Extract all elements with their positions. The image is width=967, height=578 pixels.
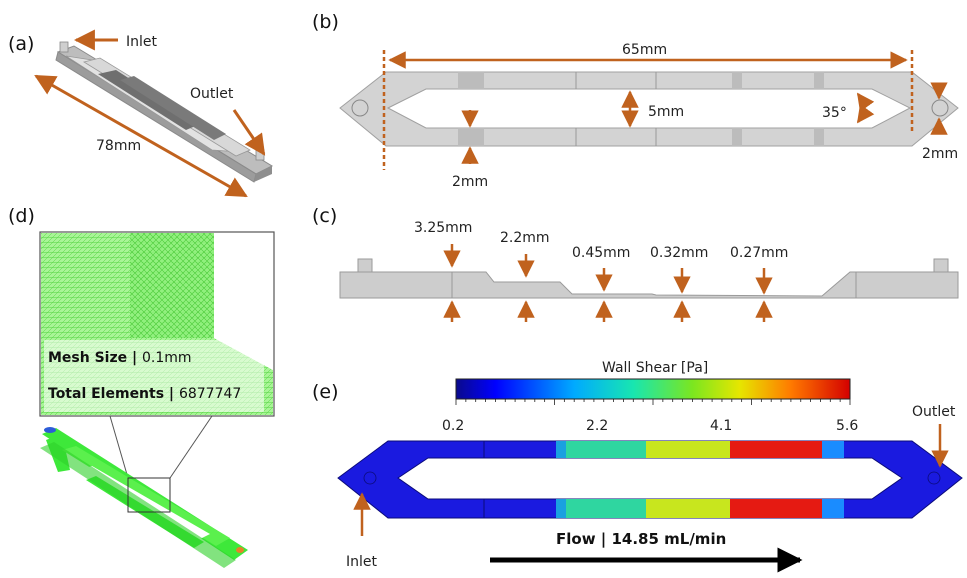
panel-e: (e) Wall Shear [Pa] 0.2 2.2 4.1 5.6 — [312, 360, 963, 573]
mesh-size-text: Mesh Size | 0.1mm — [48, 350, 192, 366]
zoom-leader-right — [169, 415, 213, 479]
angle-label: 35° — [822, 105, 847, 121]
meshed-channel-model — [40, 427, 248, 568]
zoom-region-box — [127, 477, 171, 513]
panel-b: (b) 65mm 5mm 35° 2mm 2mm — [312, 11, 959, 190]
top-view-channel — [339, 71, 959, 147]
wall-shear-channel — [337, 440, 963, 519]
outlet-label: Outlet — [190, 86, 234, 102]
zoom-leader-left — [109, 415, 129, 479]
mesh-zoom-inset: Mesh Size | 0.1mm Total Elements | 68777… — [39, 231, 275, 417]
colorbar-title: Wall Shear [Pa] — [602, 360, 708, 376]
mesh-size-key: Mesh Size — [48, 350, 127, 366]
colorbar-minor-ticks — [455, 399, 851, 405]
mesh-size-value: 0.1mm — [142, 350, 192, 366]
length-label: 78mm — [96, 138, 141, 154]
depth-label-1: 3.25mm — [414, 220, 472, 236]
depth-label-5: 0.27mm — [730, 245, 788, 261]
width-right-label: 2mm — [922, 146, 958, 162]
panel-e-label: (e) — [312, 381, 339, 403]
total-elements-value: 6877747 — [179, 386, 241, 402]
side-profile — [339, 258, 959, 299]
angle-arrow — [856, 92, 875, 124]
panel-d: (d) Mesh Size | 0.1mm Total Elements | 6… — [8, 205, 275, 568]
colorbar-tick-3: 5.6 — [836, 418, 858, 434]
panel-a: (a) Inlet Outlet 78mm — [8, 29, 274, 198]
outlet-label-e: Outlet — [912, 404, 956, 420]
panel-b-label: (b) — [312, 11, 339, 33]
total-elements-text: Total Elements | 6877747 — [48, 386, 241, 402]
gap-label: 5mm — [648, 104, 684, 120]
panel-c-label: (c) — [312, 205, 337, 227]
width-left-label: 2mm — [452, 174, 488, 190]
panel-c: (c) 3.25mm 2.2mm 0.45mm 0.32mm 0.27mm — [312, 205, 959, 322]
depth-label-3: 0.45mm — [572, 245, 630, 261]
panel-a-label: (a) — [8, 33, 34, 55]
total-elements-key: Total Elements — [48, 386, 164, 402]
panel-d-label: (d) — [8, 205, 35, 227]
depth-label-2: 2.2mm — [500, 230, 550, 246]
depth-label-4: 0.32mm — [650, 245, 708, 261]
colorbar-tick-2: 4.1 — [710, 418, 732, 434]
colorbar-tick-1: 2.2 — [586, 418, 608, 434]
colorbar-tick-0: 0.2 — [442, 418, 464, 434]
colorbar — [455, 378, 851, 400]
inlet-label-e: Inlet — [346, 554, 378, 570]
length-arrow — [34, 74, 248, 198]
inlet-label: Inlet — [126, 34, 158, 50]
span-label: 65mm — [622, 42, 667, 58]
isometric-channel — [55, 41, 274, 183]
flow-label: Flow | 14.85 mL/min — [556, 530, 726, 549]
